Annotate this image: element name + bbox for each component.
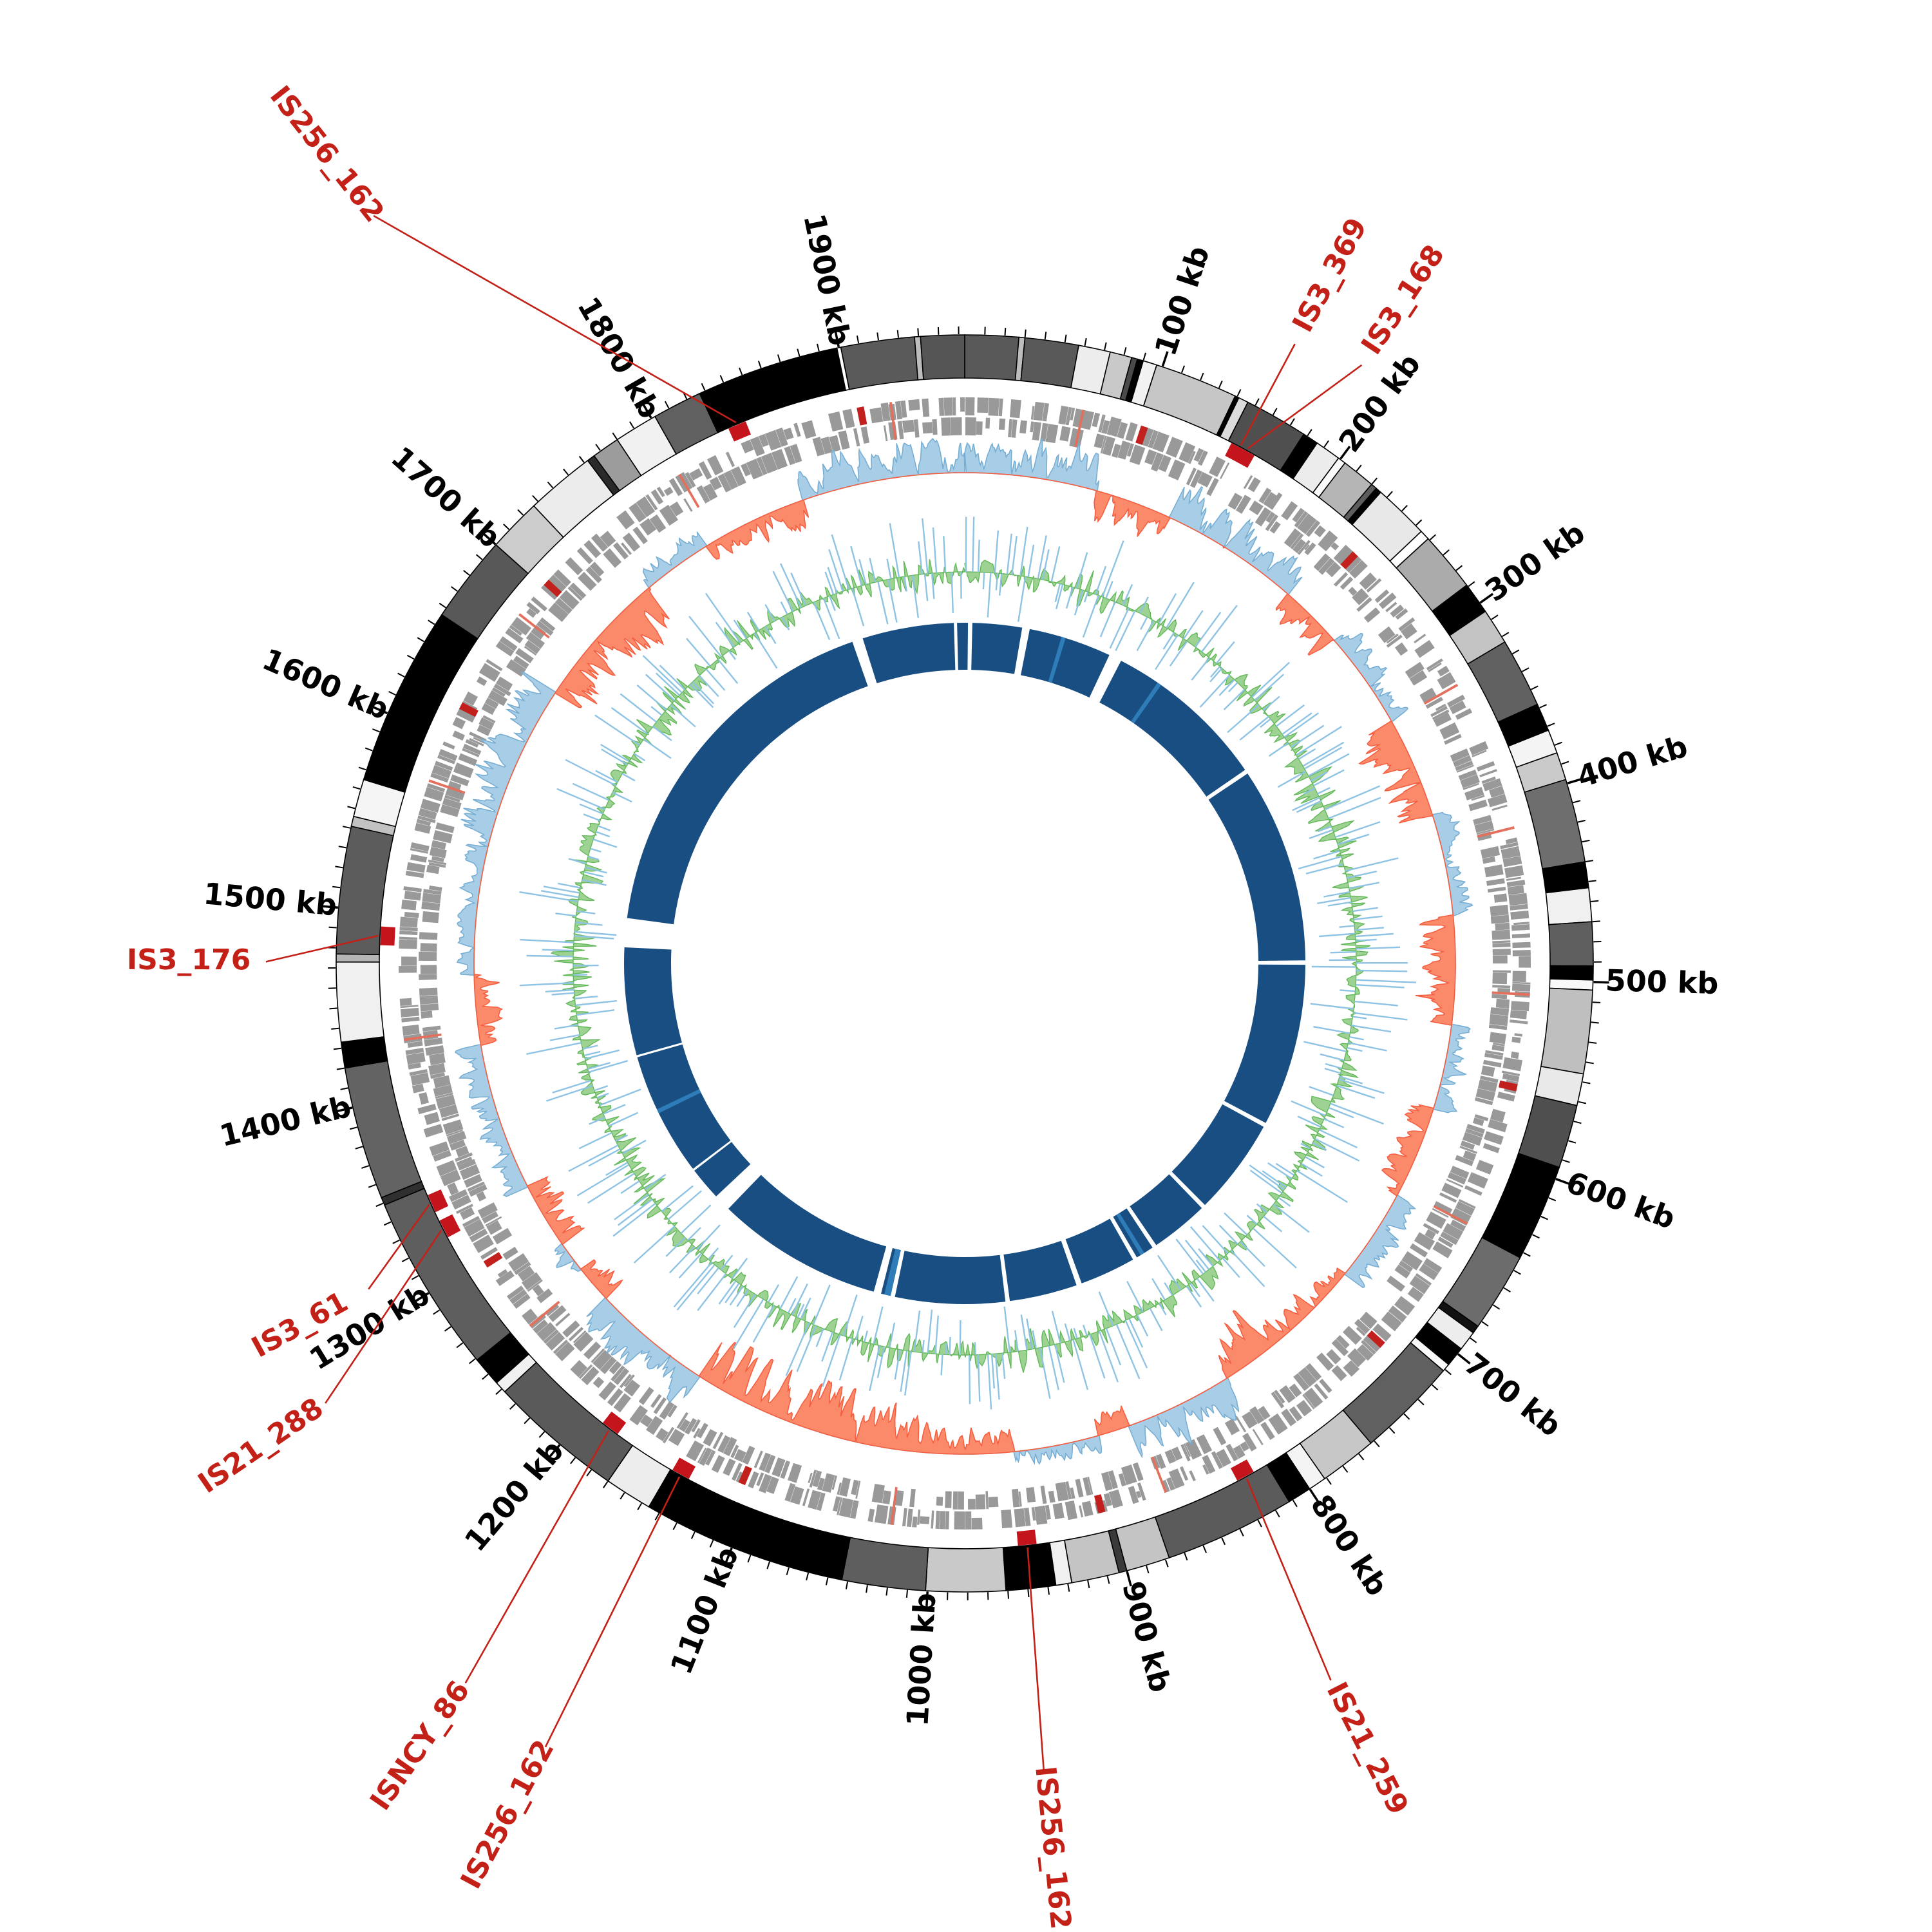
ruler-ticks [322,326,1609,1607]
tick-label-1100kb: 1100 kb [663,1542,745,1679]
tick-label-1600kb: 1600 kb [258,641,394,726]
is-leader-IS21_259 [1245,1478,1332,1681]
tick-label-1900kb: 1900 kb [797,211,858,348]
is-leader-IS3_369 [1240,343,1296,446]
gc-content-track [519,516,1417,1410]
contig-ring [336,334,1594,1593]
is-marker-dashes [380,421,1255,1546]
tick-label-1400kb: 1400 kb [216,1089,354,1153]
is-label-IS3_369-0: IS3_369 [1286,213,1374,337]
is-leader-IS3_61 [368,1204,430,1290]
is-leader-IS3_168 [1247,364,1363,450]
tick-label-500kb: 500 kb [1605,963,1719,1001]
is-label-IS21_288-6: IS21_288 [193,1392,330,1500]
tick-label-1500kb: 1500 kb [202,876,339,922]
is-label-IS3_176-8: IS3_176 [127,943,251,976]
tick-label-1000kb: 1000 kb [900,1592,942,1727]
tick-label-700kb: 700 kb [1458,1346,1568,1443]
is-leader-IS256_162 [373,214,737,424]
is-leader-IS256_162 [1027,1547,1045,1772]
tick-label-900kb: 900 kb [1115,1578,1178,1696]
is-leader-lines [265,214,1363,1772]
tick-label-300kb: 300 kb [1479,515,1591,609]
is-leader-IS256_162 [544,1476,681,1748]
is-label-IS21_259-2: IS21_259 [1320,1677,1415,1820]
is-leader-ISNCY_86 [464,1430,610,1684]
tick-label-600kb: 600 kb [1562,1164,1680,1236]
is-label-IS256_162-4: IS256_162 [455,1735,561,1895]
tick-label-1200kb: 1200 kb [458,1434,571,1558]
is-label-IS256_162-3: IS256_162 [1028,1765,1077,1931]
blast-identity-ring [624,622,1305,1305]
tick-label-400kb: 400 kb [1573,729,1692,795]
is-label-IS3_168-1: IS3_168 [1355,239,1451,361]
tick-label-200kb: 200 kb [1332,347,1427,459]
is-label-ISNCY_86-5: ISNCY_86 [364,1675,476,1817]
gc-skew-track [454,437,1473,1465]
is-leader-IS21_288 [325,1229,442,1404]
tick-label-1800kb: 1800 kb [571,291,667,424]
tick-label-100kb: 100 kb [1148,242,1216,360]
is-label-IS256_162-9: IS256_162 [263,80,390,229]
is-leader-IS3_176 [265,934,379,963]
tick-label-1700kb: 1700 kb [384,440,507,555]
tick-label-800kb: 800 kb [1304,1488,1396,1602]
